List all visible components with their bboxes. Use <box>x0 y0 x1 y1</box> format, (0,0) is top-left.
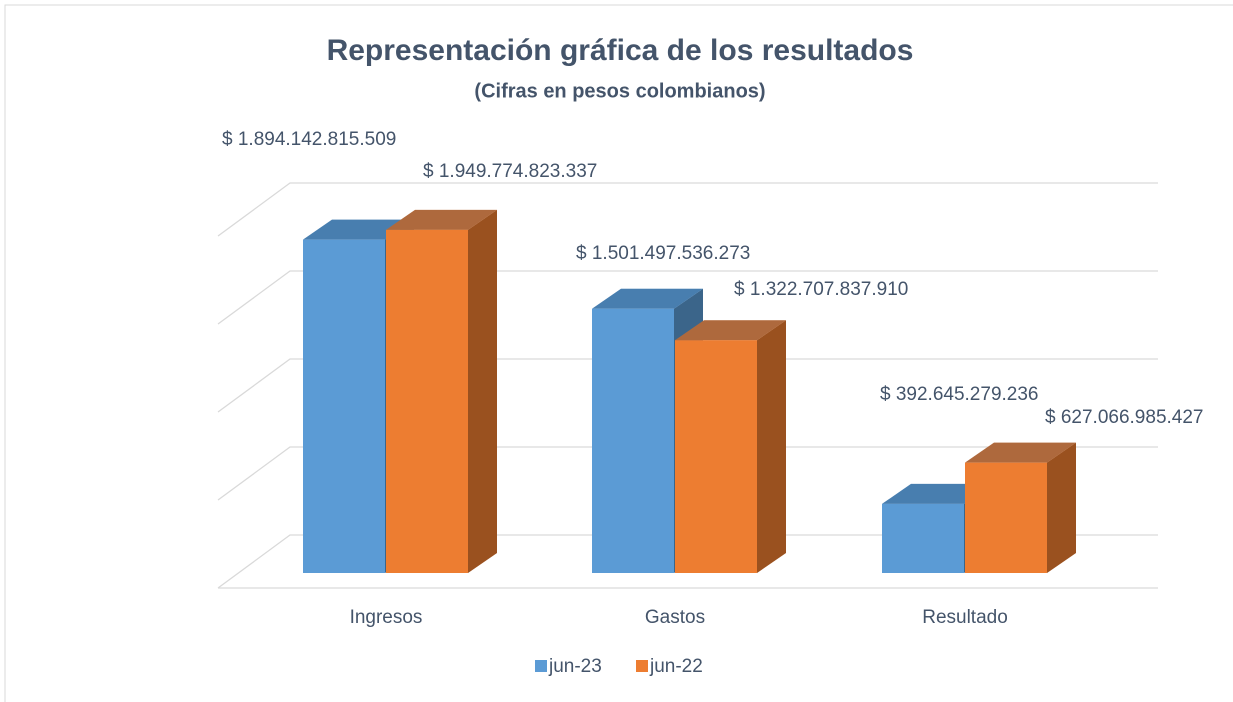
data-label: $ 627.066.985.427 <box>1045 407 1204 428</box>
grid-line <box>217 270 1158 325</box>
bar <box>675 320 786 573</box>
bar-side-shade <box>757 320 786 573</box>
bar-front <box>882 503 964 573</box>
bar-top-shade <box>675 320 786 341</box>
bar-top <box>675 320 786 341</box>
bar-top-shade <box>592 288 703 309</box>
legend-label: jun-23 <box>548 656 602 677</box>
bar <box>386 209 497 573</box>
bar-side <box>468 209 497 573</box>
bar-top <box>386 209 497 230</box>
bar-top <box>965 442 1076 463</box>
bar-top-shade <box>965 442 1076 463</box>
x-tick-label: Resultado <box>922 607 1008 628</box>
bar-side-shade <box>468 209 497 573</box>
chart-title: Representación gráfica de los resultados <box>327 34 914 67</box>
bar-front <box>386 229 468 573</box>
x-tick-label: Gastos <box>645 607 705 628</box>
bar <box>965 442 1076 573</box>
grid-line <box>217 182 1158 237</box>
legend-swatch <box>636 660 648 672</box>
grid-line <box>217 534 1158 589</box>
chart-subtitle: (Cifras en pesos colombianos) <box>474 80 765 102</box>
bar-side <box>757 320 786 573</box>
legend-label: jun-22 <box>649 656 703 677</box>
bar-side <box>1047 442 1076 573</box>
bar-front <box>965 462 1047 573</box>
chart-frame <box>4 4 1233 702</box>
bar-front <box>592 308 674 573</box>
bar-side-shade <box>1047 442 1076 573</box>
data-label: $ 1.949.774.823.337 <box>423 161 597 182</box>
data-label: $ 1.322.707.837.910 <box>734 279 908 300</box>
bar-front <box>303 239 385 573</box>
legend-swatch <box>535 660 547 672</box>
data-label: $ 392.645.279.236 <box>880 384 1039 405</box>
data-label: $ 1.501.497.536.273 <box>576 243 750 264</box>
x-tick-label: Ingresos <box>350 607 423 628</box>
grid-line <box>217 358 1158 413</box>
bar-front <box>675 340 757 573</box>
data-label: $ 1.894.142.815.509 <box>222 129 396 150</box>
bar-top-shade <box>386 209 497 230</box>
grid-line <box>217 446 1158 501</box>
bar-top <box>592 288 703 309</box>
